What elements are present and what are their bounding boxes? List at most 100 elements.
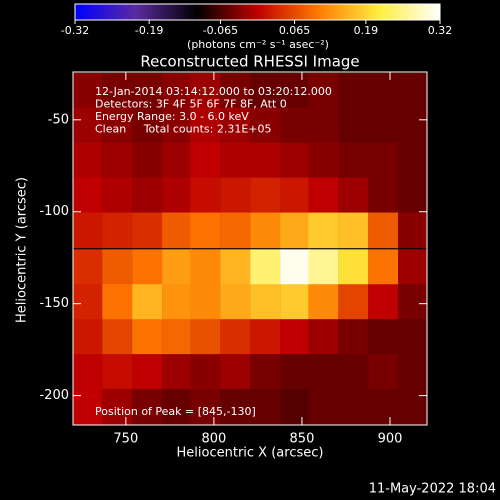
annotation: Clean Total counts: 2.31E+05 [95,123,272,136]
colorbar-tick-label: -0.32 [61,24,89,37]
heat-cell [280,354,311,390]
colorbar-label: (photons cm⁻² s⁻¹ asec⁻²) [187,38,329,51]
heat-cell [368,212,399,249]
heat-cell [132,354,163,390]
heat-cell [73,142,103,179]
heat-cell [308,319,339,355]
heat-cell [162,177,193,214]
heat-cell [368,284,399,320]
y-tick-label: -150 [39,296,69,311]
heat-cell [368,142,399,179]
heat-cell [73,107,103,144]
peak-label: Position of Peak = [845,-130] [95,405,256,418]
colorbar [74,3,441,21]
heat-cell [308,72,339,109]
heat-cell [73,72,103,109]
heat-cell [162,107,193,144]
heat-cell [250,354,281,390]
heat-cell [102,177,133,214]
heat-cell [162,142,193,179]
heat-cell [220,107,251,144]
heat-cell [368,249,399,285]
y-tick-label: -50 [48,112,69,127]
heat-cell [162,249,193,285]
heat-cell [250,249,281,285]
heat-cell [338,177,369,214]
heat-cell [132,212,163,249]
heat-cell [338,354,369,390]
heat-cell [102,107,133,144]
heat-cell [132,107,163,144]
heat-cell [250,319,281,355]
heat-cell [102,284,133,320]
heat-cell [190,319,221,355]
heat-cell [398,284,428,320]
heat-cell [338,212,369,249]
heat-cell [338,249,369,285]
heat-cell [73,249,103,285]
heat-cell [250,177,281,214]
heat-cell [132,319,163,355]
heat-cell [190,72,221,109]
heat-cell [308,284,339,320]
heat-cell [398,177,428,214]
heat-cell [280,212,311,249]
y-tick-label: -100 [39,204,69,219]
y-tick-label: -200 [39,388,69,403]
x-tick-label: 750 [113,432,138,447]
heat-cell [220,319,251,355]
heat-cell [308,249,339,285]
heat-cell [190,212,221,249]
heat-cell [280,142,311,179]
chart-title: Reconstructed RHESSI Image [140,53,359,71]
heat-cell [338,284,369,320]
heat-cell [220,354,251,390]
heat-cell [280,319,311,355]
heat-cell [73,354,103,390]
heat-cell [398,249,428,285]
timestamp: 11-May-2022 18:04 [369,482,496,497]
heat-cell [190,107,221,144]
heat-cell [190,389,221,425]
heat-cell [190,249,221,285]
colorbar-tick-label: 0.32 [428,24,453,37]
heat-cell [398,354,428,390]
heat-cell [220,212,251,249]
heat-cell [162,354,193,390]
heat-cell [368,72,399,109]
heat-cell [280,284,311,320]
heat-cell [132,177,163,214]
plot-frame [72,71,428,426]
heat-cell [102,389,133,425]
heat-cell [73,319,103,355]
heat-cell [220,284,251,320]
heat-cell [162,319,193,355]
heat-cell [280,177,311,214]
heat-cell [73,177,103,214]
heat-cell [338,389,369,425]
heat-cell [102,142,133,179]
heat-cell [132,142,163,179]
colorbar-tick-label: -0.065 [203,24,238,37]
heat-cell [220,249,251,285]
heat-cell [250,212,281,249]
heat-cell [250,72,281,109]
heat-cell [308,142,339,179]
heat-cell [132,72,163,109]
heat-cell [280,249,311,285]
heat-cell [132,249,163,285]
heat-cell [162,389,193,425]
heat-cell [250,107,281,144]
heat-cell [102,212,133,249]
heat-cell [102,354,133,390]
annotation: Energy Range: 3.0 - 6.0 keV [95,110,249,123]
heat-cell [102,249,133,285]
heat-cell [338,72,369,109]
heat-cell [308,107,339,144]
heat-cell [102,319,133,355]
heat-cell [73,212,103,249]
heat-cell [250,389,281,425]
heat-cell [102,72,133,109]
heat-cell [308,212,339,249]
